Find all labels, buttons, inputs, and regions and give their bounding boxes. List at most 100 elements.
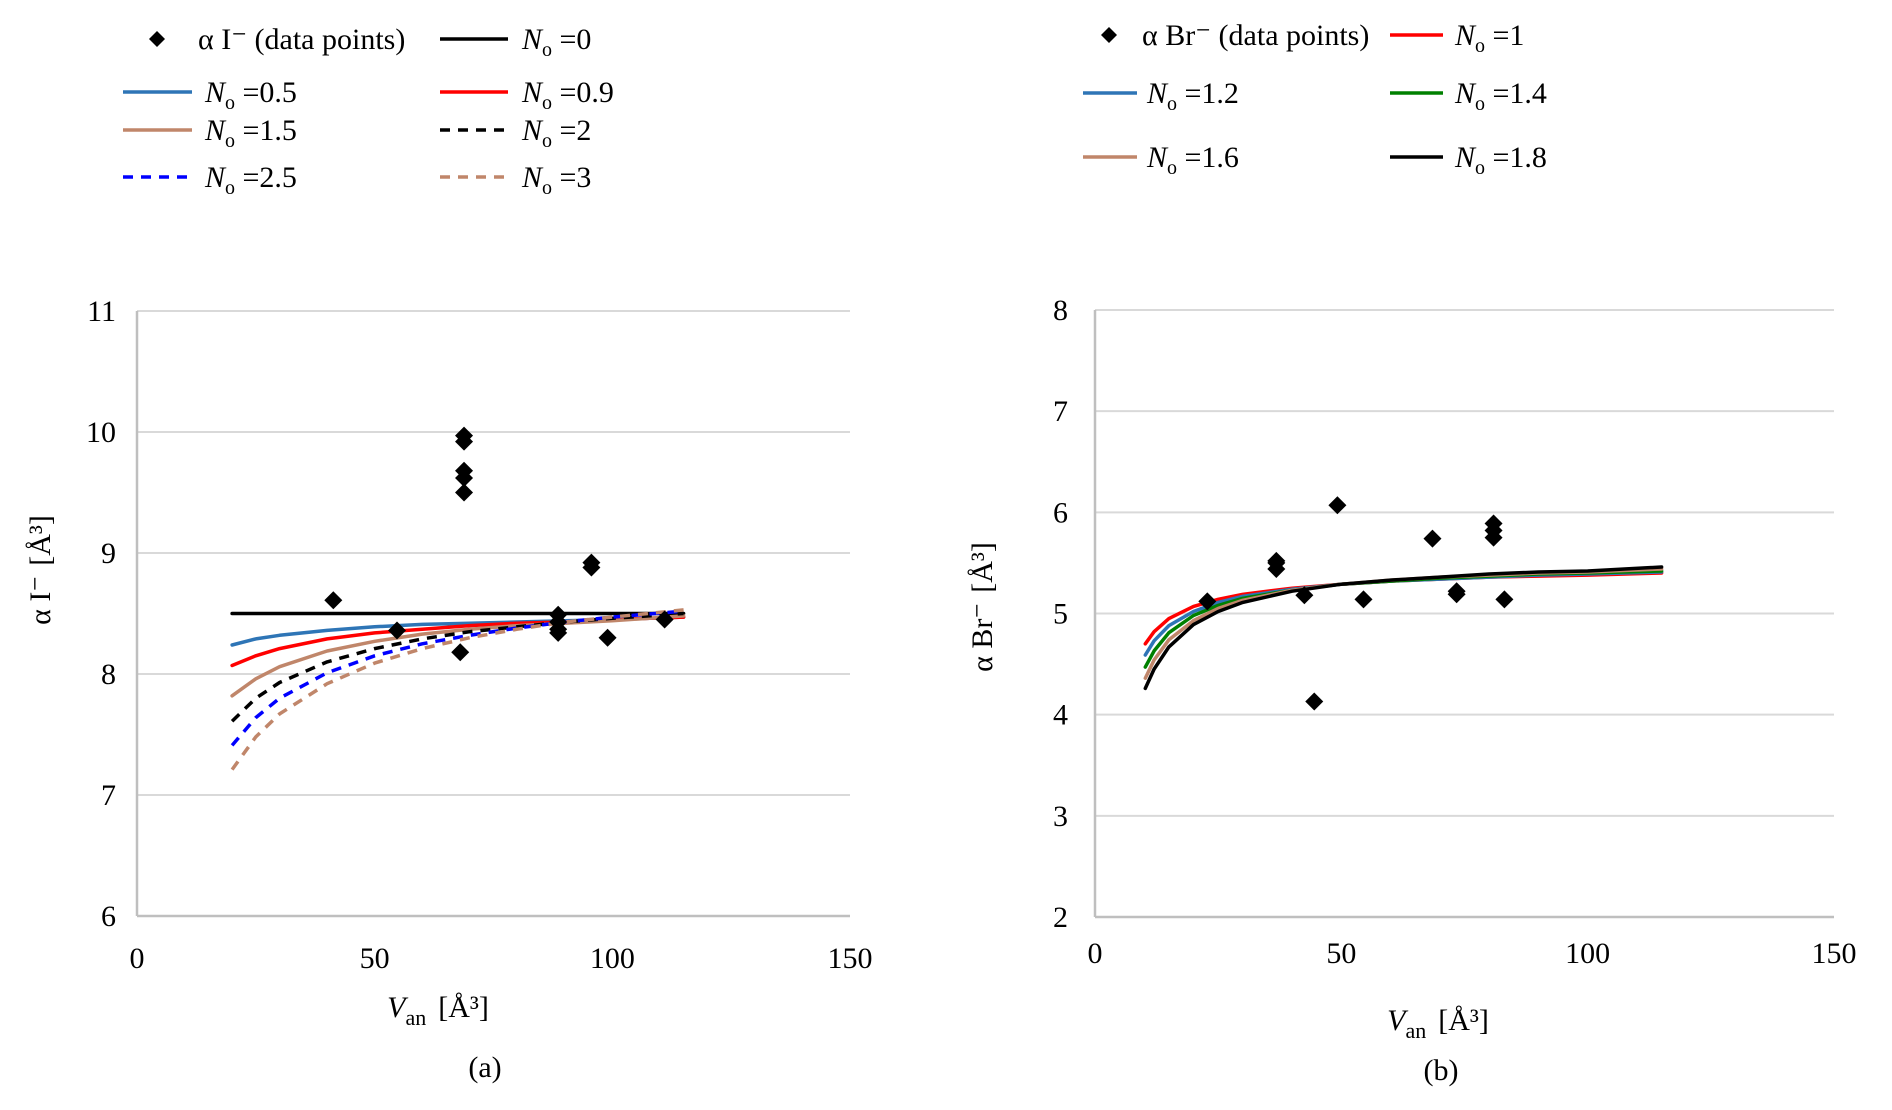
series-line-3: [230, 608, 684, 771]
y-tick-label: 11: [87, 295, 116, 328]
legend-label: No =1.8: [1454, 141, 1547, 179]
legend-label-n: N: [204, 114, 227, 147]
legend-label: No =0.5: [204, 76, 297, 114]
y-tick-label: 6: [101, 900, 116, 933]
legend-label: No =0: [521, 23, 591, 61]
data-point: [1423, 529, 1442, 548]
y-axis-title-unit-a: [Å³]: [24, 515, 57, 566]
legend-label-n: N: [521, 76, 544, 109]
legend-label-value: =1.8: [1485, 141, 1547, 174]
data-point: [1447, 585, 1466, 604]
legend-label-n: N: [521, 161, 544, 194]
y-tick-label: 5: [1053, 598, 1068, 631]
y-axis-title-a: α I⁻ [Å³]: [24, 515, 57, 625]
legend-label-value: =0.5: [235, 76, 297, 109]
x-axis-title-main-b: V: [1387, 1004, 1409, 1037]
legend-label-value: =1: [1485, 19, 1524, 52]
legend-label-n: N: [1454, 141, 1477, 174]
x-axis-title-sub-a: an: [405, 1005, 426, 1030]
x-tick-label: 150: [828, 942, 873, 975]
legend-label-sub: o: [225, 92, 235, 114]
y-tick-label: 6: [1053, 496, 1068, 529]
data-point: [388, 621, 407, 640]
chart-panel-a: α I⁻ (data points) No =0No =0.5 No =0.9No …: [24, 23, 873, 1084]
data-point: [1305, 692, 1324, 711]
gridlines-b: [1095, 309, 1834, 817]
legend-label-value: =1.5: [235, 114, 297, 147]
y-tick-label: 10: [86, 416, 116, 449]
legend-label: No =1.5: [204, 114, 297, 152]
legend-label-value: =1.2: [1177, 77, 1239, 110]
y-tick-label: 7: [101, 779, 116, 812]
legend-label-value: =2.5: [235, 161, 297, 194]
legend-a: α I⁻ (data points) No =0No =0.5 No =0.9No …: [123, 23, 614, 199]
data-point: [451, 643, 470, 662]
legend-label-sub: o: [225, 130, 235, 152]
legend-label: No =1.4: [1454, 77, 1547, 115]
legend-label-sub: o: [1475, 157, 1485, 179]
series-line-1_4: [1143, 569, 1664, 669]
legend-label-sub: o: [542, 92, 552, 114]
legend-label-sub: o: [1167, 157, 1177, 179]
axes-a: [135, 311, 850, 918]
legend-diamond-icon: [149, 31, 165, 47]
y-tick-labels-a: 6 7 8 9 10 11: [86, 295, 116, 933]
data-point: [455, 468, 474, 487]
legend-label-value: =2: [552, 114, 591, 147]
legend-label-n: N: [521, 114, 544, 147]
legend-label-value: =3: [552, 161, 591, 194]
axes-b: [1093, 310, 1834, 919]
legend-label: No =1.2: [1146, 77, 1239, 115]
legend-label-value: =1.4: [1485, 77, 1547, 110]
legend-label-n: N: [1146, 141, 1169, 174]
data-point: [455, 432, 474, 451]
legend-label: No =0.9: [521, 76, 614, 114]
data-point: [1198, 592, 1217, 611]
legend-label: No =3: [521, 161, 591, 199]
x-axis-title-unit-b: [Å³]: [1438, 1004, 1489, 1037]
data-point: [1328, 496, 1347, 515]
y-tick-label: 8: [1053, 294, 1068, 327]
series-line-1_8: [1143, 565, 1664, 691]
y-axis-title-unit-b: [Å³]: [966, 542, 999, 593]
data-point: [324, 591, 343, 610]
y-tick-label: 9: [101, 537, 116, 570]
legend-label-n: N: [1454, 19, 1477, 52]
data-point: [1484, 528, 1503, 547]
legend-label-value: =0.9: [552, 76, 614, 109]
chart-panel-b: α Br⁻ (data points) No =1No =1.2 No =1.4No…: [966, 19, 1857, 1087]
legend-label-sub: o: [225, 177, 235, 199]
legend-label-n: N: [521, 23, 544, 56]
x-tick-labels-a: 0 50 100 150: [130, 942, 873, 975]
x-axis-title-unit-a: [Å³]: [438, 991, 489, 1024]
caption-b: (b): [1424, 1054, 1459, 1087]
x-tick-labels-b: 0 50 100 150: [1088, 937, 1857, 970]
legend-label-sub: o: [1475, 35, 1485, 57]
legend-label-n: N: [204, 76, 227, 109]
legend-label-sub: o: [542, 39, 552, 61]
legend-label-points: α Br⁻ (data points): [1142, 19, 1369, 52]
data-point: [598, 628, 617, 647]
legend-label-value: =0: [552, 23, 591, 56]
legend-label: No =1: [1454, 19, 1524, 57]
legend-label: No =2: [521, 114, 591, 152]
x-tick-label: 0: [130, 942, 145, 975]
legend-label-n: N: [1454, 77, 1477, 110]
x-tick-label: 0: [1088, 937, 1103, 970]
y-tick-label: 4: [1053, 699, 1068, 732]
data-point: [655, 610, 674, 629]
series-lines-b: [1143, 565, 1664, 691]
x-axis-title-sub-b: an: [1405, 1018, 1426, 1043]
data-points-b: [1198, 496, 1514, 711]
series-line-2_5: [230, 609, 684, 747]
y-axis-title-main-b: α Br⁻: [966, 603, 999, 672]
data-point: [549, 623, 568, 642]
x-tick-label: 100: [1565, 937, 1610, 970]
legend-label-sub: o: [1475, 93, 1485, 115]
data-points-a: [324, 426, 674, 662]
legend-diamond-icon: [1101, 27, 1117, 43]
legend-label: No =1.6: [1146, 141, 1239, 179]
y-tick-label: 7: [1053, 395, 1068, 428]
gridlines-a: [137, 310, 850, 796]
